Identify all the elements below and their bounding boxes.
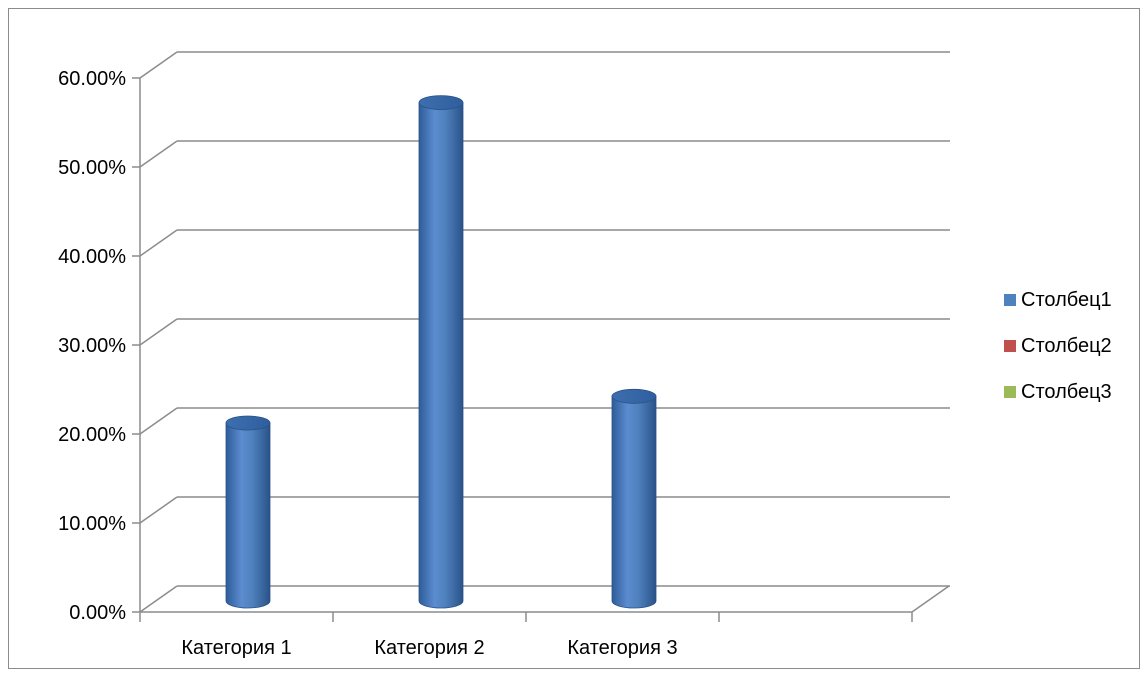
bar [611, 388, 657, 609]
x-tick-label: Категория 2 [374, 637, 484, 659]
gridline-depth [139, 229, 178, 257]
legend-swatch [1004, 294, 1016, 306]
legend-swatch [1004, 340, 1016, 352]
legend-swatch [1004, 386, 1016, 398]
y-tick-label: 20.00% [58, 424, 126, 446]
y-tick-label: 30.00% [58, 335, 126, 357]
y-tick-labels: 0.00% 10.00% 20.00% 30.00% 40.00% 50.00% 60.00… [58, 68, 126, 624]
gridline-depth [139, 318, 178, 346]
y-tick-label: 0.00% [69, 602, 126, 624]
legend-label: Столбец2 [1021, 335, 1112, 357]
y-tick-label: 10.00% [58, 513, 126, 535]
gridlines [139, 51, 950, 613]
gridline-depth [139, 51, 178, 79]
y-tick-label: 40.00% [58, 246, 126, 268]
bar-body [225, 422, 271, 609]
gridline-depth [139, 496, 178, 524]
x-tick-label: Категория 1 [181, 637, 291, 659]
y-tick-label: 60.00% [58, 68, 126, 90]
x-tick-labels: Категория 1 Категория 2 Категория 3 [181, 637, 677, 659]
y-tick-label: 50.00% [58, 157, 126, 179]
gridline-depth [139, 585, 178, 613]
x-tick-label: Категория 3 [567, 637, 677, 659]
gridline-depth [139, 140, 178, 168]
bar-body [418, 102, 464, 609]
bar-top [611, 388, 657, 404]
axes [132, 77, 950, 622]
legend: Столбец1 Столбец2 Столбец3 [1004, 289, 1112, 403]
chart-border [8, 8, 1140, 669]
bar-top [225, 415, 271, 431]
floor-right-edge [911, 585, 950, 613]
legend-label: Столбец3 [1021, 381, 1112, 403]
gridline-depth [139, 407, 178, 435]
legend-label: Столбец1 [1021, 289, 1112, 311]
bar [225, 415, 271, 609]
bars [225, 95, 657, 609]
bar [418, 95, 464, 609]
bar-body [611, 395, 657, 609]
bar-top [418, 95, 464, 110]
